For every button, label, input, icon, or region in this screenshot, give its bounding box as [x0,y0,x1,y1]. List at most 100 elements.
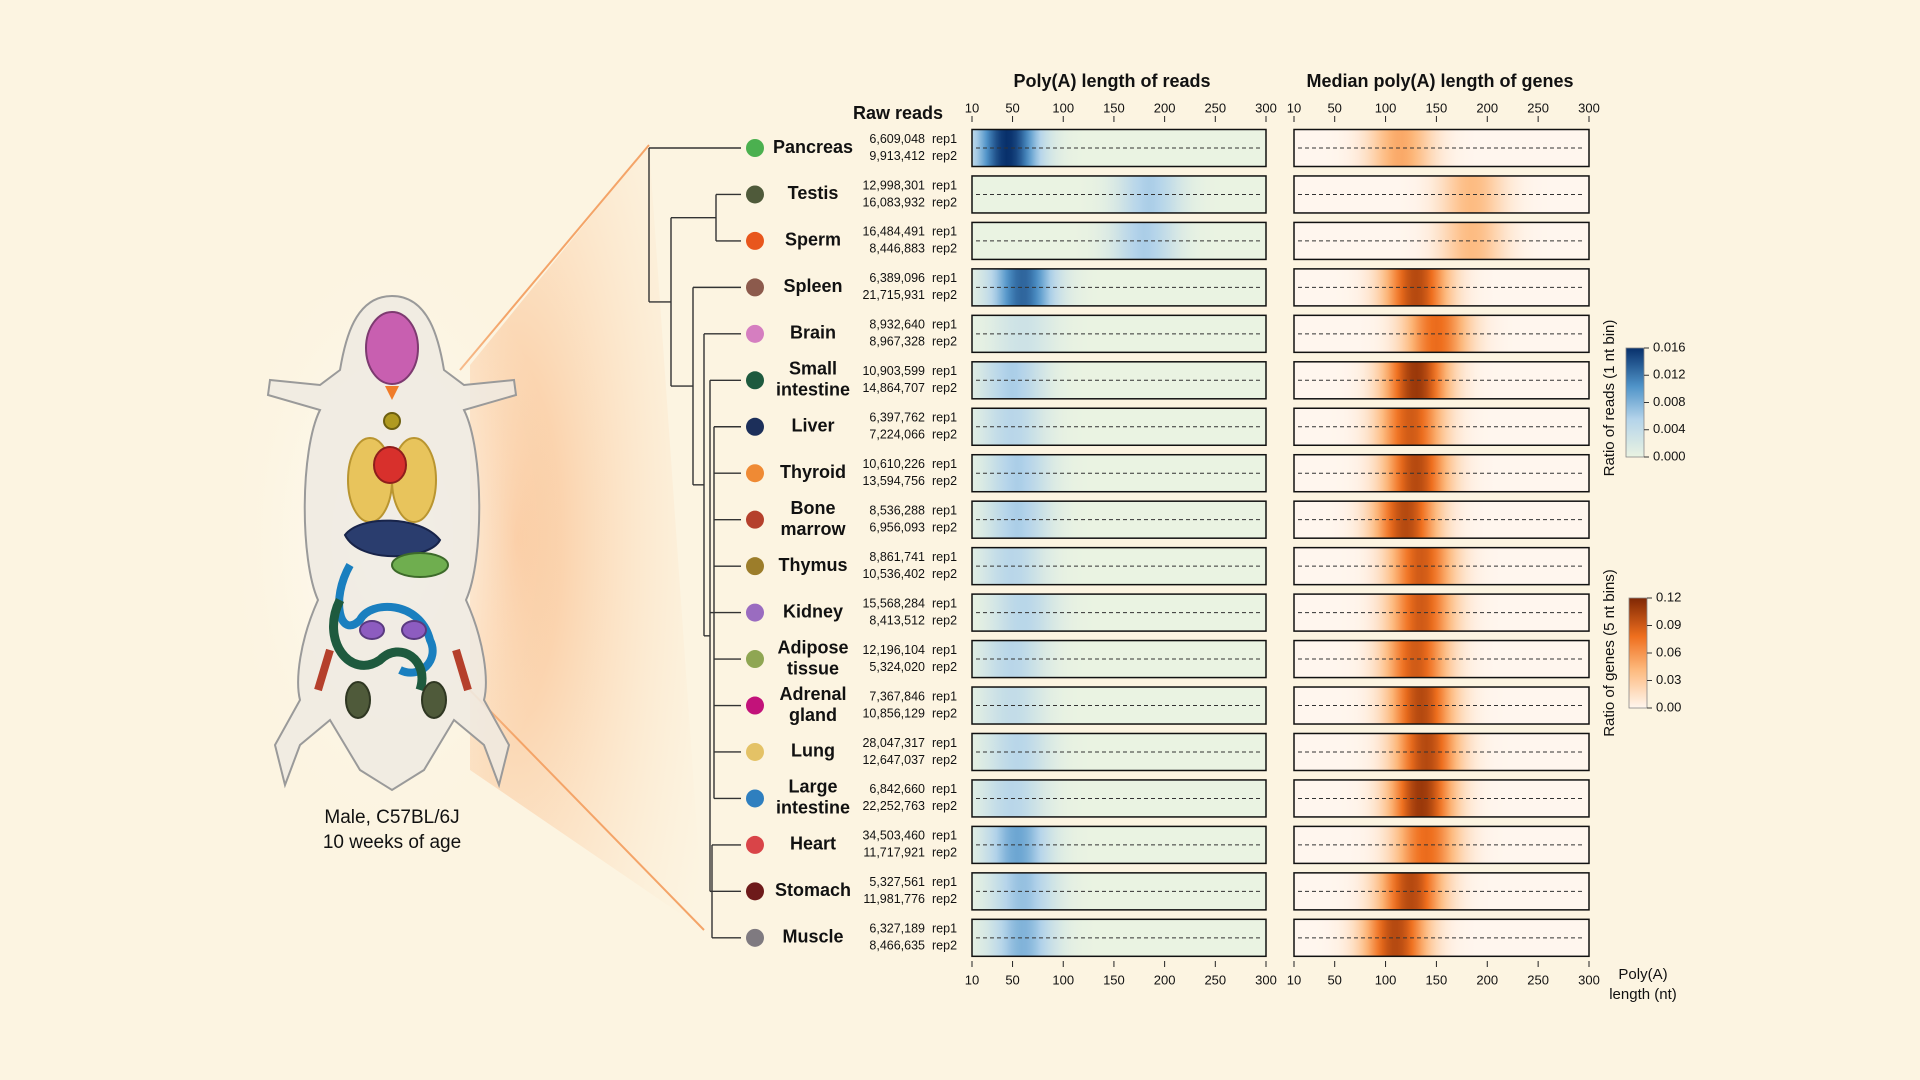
x-tick-label: 150 [1426,100,1448,115]
tissue-name: Liver [791,416,834,436]
rep-label: rep2 [932,939,957,953]
read-count: 6,327,189 [869,922,925,936]
read-count: 6,389,096 [869,271,925,285]
colorbar-tick-label: 0.00 [1656,699,1681,714]
rep-label: rep2 [932,428,957,442]
tissue-dot [746,417,764,436]
tissue-dot [746,650,764,669]
tissue-name: Large [788,777,837,797]
x-tick-label: 200 [1476,100,1498,115]
read-count: 14,864,707 [862,381,925,395]
colorbar-tick-label: 0.06 [1656,644,1681,659]
heatmap-frame [1293,872,1590,911]
heatmap-frame [971,175,1267,214]
colorbar-tick-label: 0.004 [1653,421,1686,436]
rep-label: rep2 [932,892,957,906]
read-count: 8,466,635 [869,939,925,953]
zoom-wedge [470,145,704,930]
rep-label: rep1 [932,875,957,889]
tissue-dot [746,324,764,343]
x-tick-label: 150 [1103,972,1125,987]
tissue-name: tissue [787,658,839,678]
rep-label: rep1 [932,829,957,843]
x-tick-label: 150 [1426,972,1448,987]
rep-label: rep1 [932,782,957,796]
tissue-name: Adrenal [779,684,846,704]
tissue-name: Kidney [783,601,843,621]
x-tick-label: 10 [1287,972,1301,987]
read-count: 5,327,561 [869,875,925,889]
rep-label: rep2 [932,288,957,302]
x-axis-label: Poly(A) [1618,966,1667,983]
colorbar [1628,597,1648,709]
read-count: 15,568,284 [862,596,925,610]
heatmap-frame [1293,314,1590,354]
rep-label: rep1 [932,318,957,332]
tissue-name: Spleen [783,276,842,296]
tissue-name: Lung [791,741,835,761]
tissue-name: Small [789,359,837,379]
rep-label: rep2 [932,149,957,163]
tissue-dot [746,185,764,204]
read-count: 22,252,763 [862,799,925,813]
rep-label: rep2 [932,846,957,860]
rep-label: rep1 [932,364,957,378]
colorbar-tick-label: 0.09 [1656,617,1681,632]
rep-label: rep1 [932,643,957,657]
x-tick-label: 200 [1476,972,1498,987]
rep-label: rep2 [932,753,957,767]
colorbar-label: Ratio of genes (5 nt bins) [1601,569,1618,737]
heatmap-frame [1293,361,1590,400]
tissue-dot [746,882,764,901]
read-count: 28,047,317 [862,736,925,750]
read-count: 11,981,776 [863,892,925,906]
rep-label: rep1 [932,922,957,936]
x-tick-label: 250 [1204,100,1226,115]
x-tick-label: 100 [1375,100,1397,115]
read-count: 12,998,301 [862,178,925,192]
colorbar-tick-label: 0.03 [1656,672,1681,687]
heatmap-frame [971,407,1267,447]
tissue-name: Thyroid [780,462,846,482]
rep-label: rep1 [932,411,957,425]
x-tick-label: 10 [965,972,979,987]
heatmap-frame [971,500,1267,539]
rep-label: rep1 [932,689,957,703]
heatmap-frame [1293,175,1590,214]
read-count: 12,647,037 [862,753,925,767]
read-count: 10,903,599 [862,364,925,378]
read-count: 9,913,412 [869,149,925,163]
rep-label: rep1 [932,132,957,146]
tissue-name: Stomach [775,880,851,900]
read-count: 6,609,048 [869,132,925,146]
read-count: 16,083,932 [862,195,925,209]
tissue-dot [746,742,764,761]
x-tick-label: 10 [965,100,979,115]
read-count: 8,967,328 [869,335,925,349]
heatmap-frame [1293,453,1590,493]
read-count: 34,503,460 [862,829,925,843]
x-tick-label: 250 [1527,100,1549,115]
x-tick-label: 50 [1005,972,1019,987]
mouse-label: Male, C57BL/6J [324,807,459,828]
tissue-name: Pancreas [773,137,853,157]
tissue-dot [746,557,764,576]
heatmap-frame [971,639,1267,679]
heatmap-frame [1293,128,1590,168]
colorbar-tick-label: 0.008 [1653,394,1686,409]
x-tick-label: 10 [1287,100,1301,115]
rep-label: rep2 [932,567,957,581]
x-axis-label: length (nt) [1609,986,1677,1003]
mouse-label: 10 weeks of age [323,832,461,853]
heatmap-frame [1293,825,1590,865]
rep-label: rep2 [932,474,957,488]
rep-label: rep1 [932,178,957,192]
heatmap-frame [1293,918,1590,958]
heatmap-frame [971,361,1267,400]
tissue-dot [746,464,764,483]
mouse-illustration [266,294,518,792]
tissue-name: intestine [776,380,850,400]
x-tick-label: 200 [1154,100,1176,115]
